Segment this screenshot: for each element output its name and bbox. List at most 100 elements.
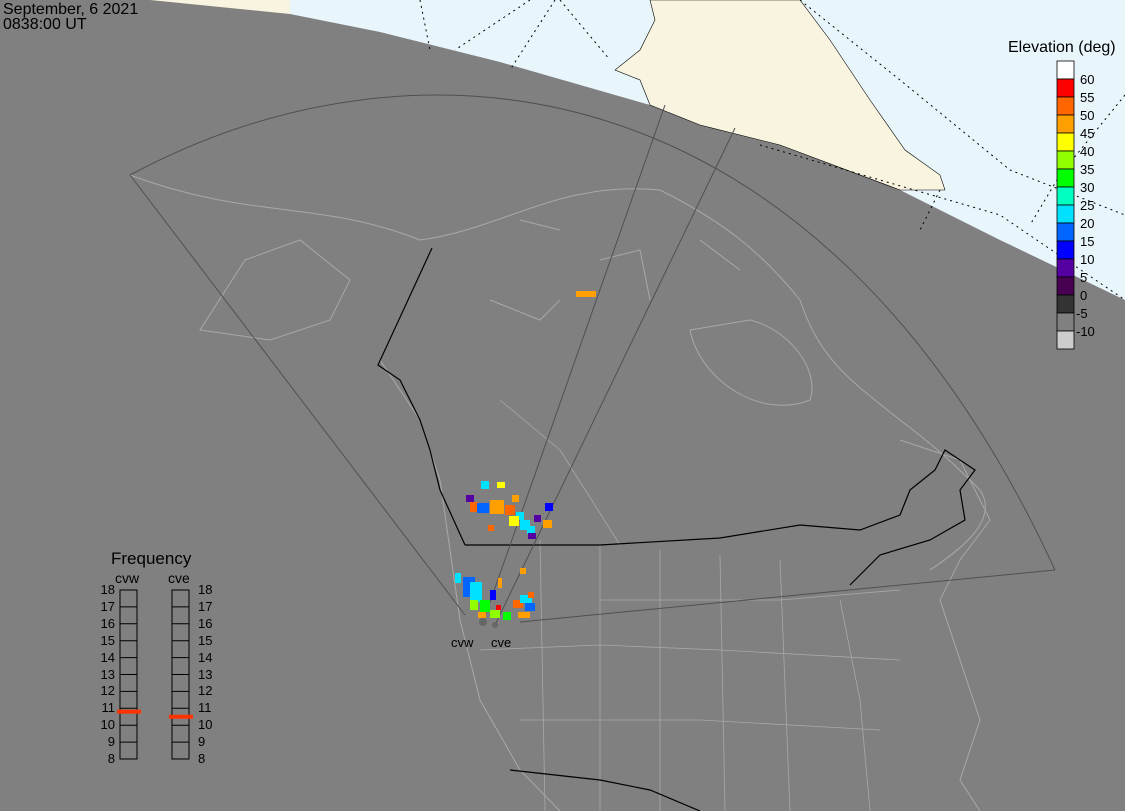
colorbar-swatch xyxy=(1056,294,1075,314)
echo-cell xyxy=(576,291,596,297)
echo-cell xyxy=(543,520,552,528)
colorbar-swatch xyxy=(1056,132,1075,152)
frequency-marker xyxy=(117,709,141,714)
colorbar-swatch xyxy=(1056,204,1075,224)
frequency-tick: 12 xyxy=(198,683,213,699)
frequency-tick: 9 xyxy=(107,734,115,750)
frequency-tick: 17 xyxy=(100,598,115,614)
echo-cell xyxy=(534,515,541,522)
colorbar-swatch xyxy=(1056,168,1075,188)
echo-cell xyxy=(490,610,500,618)
colorbar-swatch xyxy=(1056,240,1075,260)
daylight-ocean xyxy=(290,0,1125,300)
frequency-tick: 15 xyxy=(198,632,213,648)
echo-cell xyxy=(527,526,535,534)
colorbar-label: 55 xyxy=(1080,90,1095,105)
colorbar-label: 30 xyxy=(1080,180,1095,195)
frequency-tick: 14 xyxy=(198,649,213,665)
colorbar-swatch xyxy=(1056,150,1075,170)
echo-cell xyxy=(525,603,535,611)
echo-cell xyxy=(498,578,502,588)
echo-cell xyxy=(455,573,461,583)
echo-cell xyxy=(520,568,526,574)
echo-cell xyxy=(509,516,519,526)
echo-cell xyxy=(520,520,530,530)
frequency-tick: 10 xyxy=(198,717,213,733)
colorbar-label: -10 xyxy=(1076,324,1095,339)
radar-echoes xyxy=(455,291,596,620)
colorbar-swatch xyxy=(1056,330,1075,350)
date-label: September, 6 2021 xyxy=(3,1,139,18)
time-label: 0838:00 UT xyxy=(3,16,87,33)
echo-cell xyxy=(505,505,515,515)
frequency-tick: 12 xyxy=(100,683,115,699)
echo-cell xyxy=(490,590,496,600)
colorbar-label: 45 xyxy=(1080,126,1095,141)
echo-cell xyxy=(481,481,489,489)
colorbar-title: Elevation (deg) xyxy=(1008,39,1116,56)
state-borders xyxy=(479,399,901,811)
echo-cell xyxy=(528,592,534,598)
echo-cell xyxy=(513,600,523,608)
colorbar-swatch xyxy=(1056,276,1075,296)
colorbar-swatch xyxy=(1056,312,1075,332)
colorbar-label: 60 xyxy=(1080,72,1095,87)
frequency-radar-cve: cve xyxy=(168,570,190,586)
colorbar-swatch xyxy=(1056,258,1075,278)
colorbar-swatch xyxy=(1056,186,1075,206)
frequency-title: Frequency xyxy=(111,549,192,568)
national-borders xyxy=(377,247,976,811)
colorbar-label: 50 xyxy=(1080,108,1095,123)
echo-cell xyxy=(516,512,524,520)
echo-cell xyxy=(490,500,504,514)
frequency-tick: 15 xyxy=(100,632,115,648)
radar-label-cve: cve xyxy=(491,635,512,650)
echo-cell xyxy=(518,612,530,618)
colorbar-label: 40 xyxy=(1080,144,1095,159)
frequency-tick: 8 xyxy=(107,751,115,766)
colorbar-swatch xyxy=(1056,78,1075,98)
frequency-tick: 13 xyxy=(100,666,115,682)
echo-cell xyxy=(497,482,505,488)
echo-cell xyxy=(488,525,494,531)
frequency-tick: 9 xyxy=(198,734,206,750)
radar-label-cvw: cvw xyxy=(451,635,474,650)
frequency-tick: 17 xyxy=(198,598,213,614)
echo-cell xyxy=(503,612,511,620)
echo-cell xyxy=(470,502,478,512)
colorbar-label: 15 xyxy=(1080,234,1095,249)
frequency-tick: 8 xyxy=(198,751,206,766)
frequency-tick: 16 xyxy=(100,615,115,631)
echo-cell xyxy=(496,605,501,610)
colorbar-label: 10 xyxy=(1080,252,1095,267)
frequency-tick: 18 xyxy=(100,582,115,597)
radar-fov xyxy=(129,94,1056,626)
frequency-panel xyxy=(117,589,193,760)
echo-cell xyxy=(480,600,490,612)
daylight-land-topleft xyxy=(0,0,290,14)
frequency-tick: 11 xyxy=(101,700,116,716)
colorbar-label: 25 xyxy=(1080,198,1095,213)
greenland xyxy=(614,0,946,191)
frequency-tick: 18 xyxy=(198,582,213,597)
colorbar-swatch xyxy=(1056,96,1075,116)
frequency-tick: 16 xyxy=(198,615,213,631)
echo-cell xyxy=(528,533,536,539)
frequency-tick: 10 xyxy=(100,717,115,733)
echo-cell xyxy=(477,503,489,513)
frequency-tick: 13 xyxy=(198,666,213,682)
colorbar-swatch xyxy=(1056,222,1075,242)
radar-site-cve xyxy=(492,622,498,628)
colorbar-label: -5 xyxy=(1076,306,1088,321)
echo-cell xyxy=(470,582,482,602)
frequency-tick: 14 xyxy=(100,649,115,665)
frequency-tick: 11 xyxy=(198,700,212,716)
colorbar-label: 5 xyxy=(1080,270,1088,285)
frequency-radar-cvw: cvw xyxy=(115,570,140,586)
echo-cell xyxy=(512,495,519,502)
echo-cell xyxy=(545,503,553,511)
echo-cell xyxy=(478,612,486,618)
coastlines xyxy=(129,174,991,811)
echo-cell xyxy=(466,495,474,502)
radar-site-cvw xyxy=(479,618,487,626)
